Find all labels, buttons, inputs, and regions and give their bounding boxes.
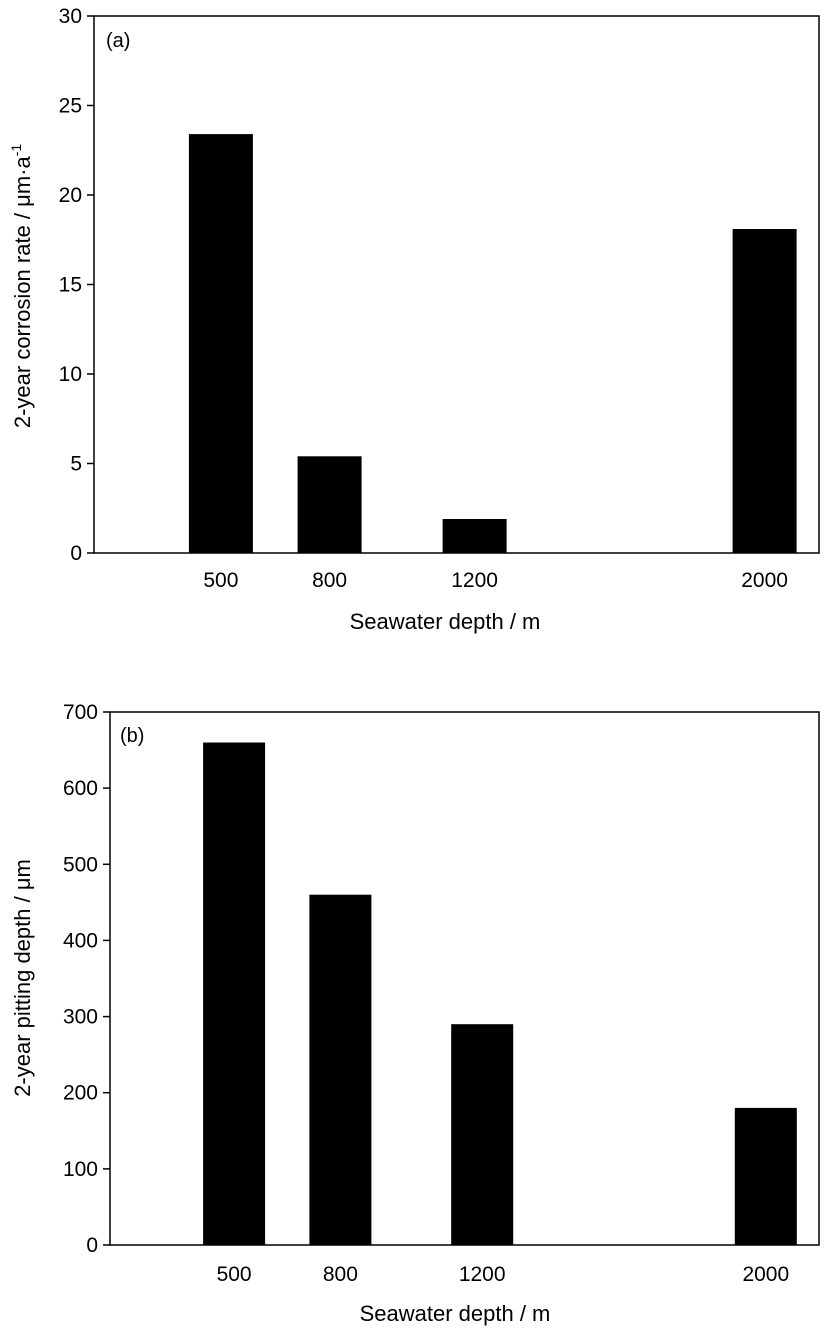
bar-b-800 [309,894,372,1245]
y-tick-label-a-15: 15 [59,274,82,297]
y-tick-label-a-30: 30 [59,5,82,28]
x-tick-label-b-2000: 2000 [742,1263,789,1286]
bars-a [188,134,797,553]
y-tick-label-b-500: 500 [63,853,98,876]
y-tick-label-a-0: 0 [70,542,82,565]
y-tick-label-a-25: 25 [59,95,82,118]
x-tick-label-b-500: 500 [217,1263,252,1286]
bar-a-800 [297,456,362,553]
y-axis-title-b: 2-year pitting depth / μm [10,859,35,1097]
x-tick-label-a-1200: 1200 [451,569,498,592]
y-tick-label-b-200: 200 [63,1082,98,1105]
y-axis-title-a-main: 2-year corrosion rate / μm·a [10,156,35,429]
y-tick-label-b-100: 100 [63,1158,98,1181]
y-tick-label-b-600: 600 [63,777,98,800]
x-tick-label-a-500: 500 [203,569,238,592]
bar-b-500 [203,742,266,1245]
bar-a-2000 [732,229,797,553]
x-tick-label-b-800: 800 [323,1263,358,1286]
bars-b [203,742,797,1245]
y-axis-title-a: 2-year corrosion rate / μm·a-1 [8,144,35,429]
y-axis-a: 0 5 10 15 20 25 30 [59,5,94,565]
y-axis-b: 0 100 200 300 400 500 600 700 [63,701,110,1257]
y-axis-title-a-sup: -1 [8,144,24,157]
bar-b-2000 [734,1107,797,1245]
y-tick-label-b-400: 400 [63,929,98,952]
panel-label-b: (b) [120,725,144,747]
x-tick-label-b-1200: 1200 [459,1263,506,1286]
chart-a: 0 5 10 15 20 25 30 500 800 1200 2000 (a) Seawater… [8,5,820,634]
bar-b-1200 [451,1024,514,1245]
panel-label-a: (a) [106,30,130,52]
bar-a-1200 [442,519,507,553]
y-tick-label-a-5: 5 [70,453,82,476]
y-tick-label-b-700: 700 [63,701,98,724]
x-tick-label-a-800: 800 [312,569,347,592]
y-tick-label-a-20: 20 [59,184,82,207]
x-axis-b: 500 800 1200 2000 [217,1263,790,1286]
y-tick-label-a-10: 10 [59,363,82,386]
x-axis-title-a: Seawater depth / m [350,609,541,634]
x-axis-a: 500 800 1200 2000 [203,569,788,592]
bar-a-500 [188,134,253,553]
y-tick-label-b-300: 300 [63,1006,98,1029]
chart-b: 0 100 200 300 400 500 600 700 500 800 1200 2000 (b… [10,701,820,1326]
y-tick-label-b-0: 0 [86,1234,98,1257]
x-axis-title-b: Seawater depth / m [360,1301,551,1326]
x-tick-label-a-2000: 2000 [741,569,788,592]
